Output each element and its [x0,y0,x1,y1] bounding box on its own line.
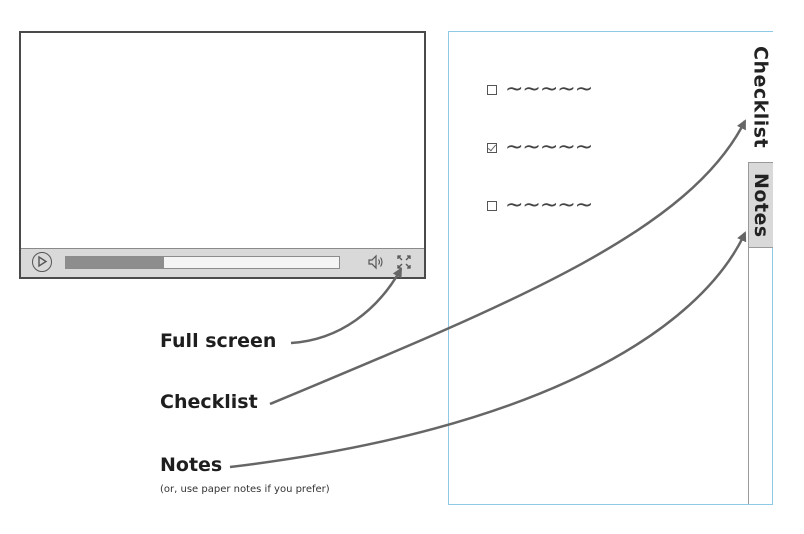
checklist-item-text: ~~~~~ [505,193,593,218]
side-panel: ~~~~~ ~~~~~ ~~~~~ Checklist Notes [448,31,773,505]
fullscreen-icon[interactable] [395,254,413,270]
annotation-notes: Notes [160,454,223,476]
video-player [19,31,426,279]
checkbox[interactable] [487,143,497,153]
annotation-checklist: Checklist [160,391,258,413]
panel-divider [748,248,749,504]
checkbox[interactable] [487,201,497,211]
progress-bar[interactable] [65,256,340,269]
arrow-fullscreen [290,267,403,345]
tab-notes-label: Notes [750,172,772,238]
play-icon[interactable] [32,252,52,272]
checklist-item-text: ~~~~~ [505,135,593,160]
video-screen[interactable] [21,33,424,251]
tab-checklist[interactable]: Checklist [748,32,773,162]
volume-icon[interactable] [367,254,385,270]
checkbox[interactable] [487,85,497,95]
player-controls [21,248,424,277]
annotation-fullscreen: Full screen [160,330,277,352]
annotation-notes-subtitle: (or, use paper notes if you prefer) [160,484,330,495]
tab-checklist-label: Checklist [749,45,772,149]
tab-notes[interactable]: Notes [748,162,773,248]
progress-fill [66,257,165,268]
checklist-item-text: ~~~~~ [505,77,593,102]
